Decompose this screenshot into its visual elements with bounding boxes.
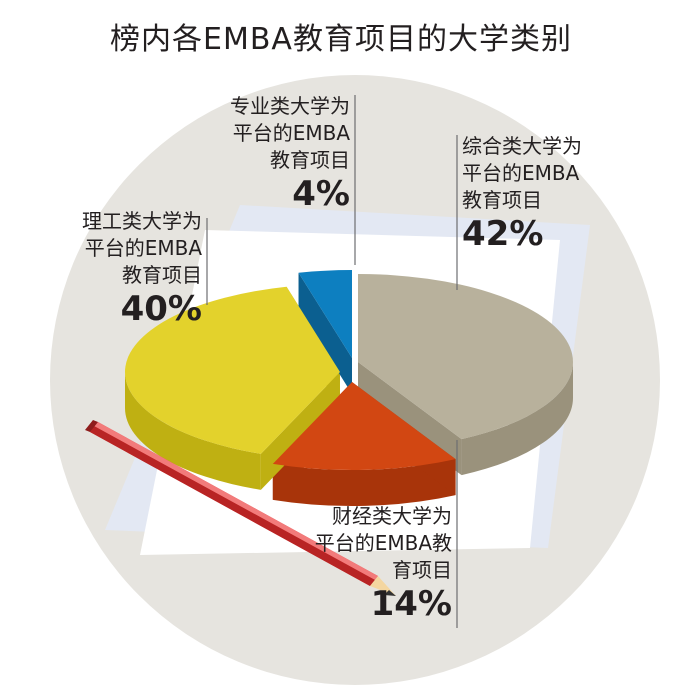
label-finance: 财经类大学为 平台的EMBA教 育项目 14% (272, 503, 452, 624)
label-science: 理工类大学为 平台的EMBA 教育项目 40% (40, 208, 202, 329)
percent-label: 40% (120, 289, 202, 329)
label-line: 平台的EMBA (232, 121, 350, 145)
percent-label: 14% (370, 584, 452, 624)
label-line: 教育项目 (122, 263, 202, 287)
pie-tops (124, 270, 573, 470)
percent-label: 42% (462, 214, 544, 254)
label-line: 财经类大学为 (332, 504, 452, 528)
label-line: 平台的EMBA (462, 161, 580, 185)
chart-title: 榜内各EMBA教育项目的大学类别 (110, 22, 572, 57)
pie-slice-wall-specialized (298, 272, 352, 394)
label-line: 专业类大学为 (230, 94, 350, 118)
pie-slice-side-comprehensive (461, 362, 573, 476)
pencil-icon (85, 420, 396, 596)
label-line: 育项目 (392, 558, 452, 582)
pie-slice-side-finance (272, 459, 456, 506)
label-specialized: 专业类大学为 平台的EMBA 教育项目 4% (190, 93, 350, 214)
label-line: 教育项目 (270, 148, 350, 172)
label-line: 综合类大学为 (462, 134, 582, 158)
pie-slice-side-science (125, 372, 261, 490)
label-line: 平台的EMBA (84, 236, 202, 260)
label-line: 教育项目 (462, 188, 542, 212)
pie-slice-science (124, 286, 341, 454)
label-line: 平台的EMBA教 (314, 531, 452, 555)
percent-label: 4% (292, 174, 350, 214)
label-line: 理工类大学为 (82, 209, 202, 233)
pie-slice-comprehensive (358, 274, 573, 440)
pie-slice-finance (272, 382, 456, 470)
pie-slice-specialized (298, 270, 352, 358)
label-comprehensive: 综合类大学为 平台的EMBA 教育项目 42% (462, 133, 642, 254)
